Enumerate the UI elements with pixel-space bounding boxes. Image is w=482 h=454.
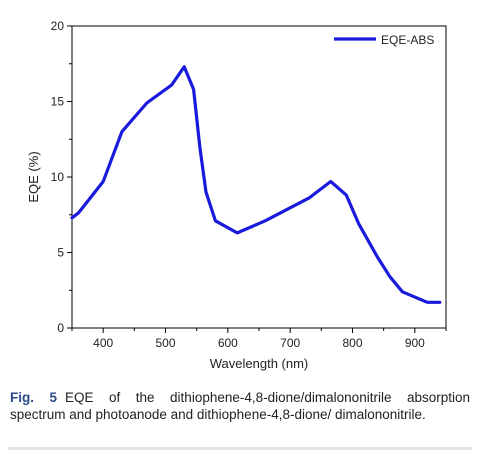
x-tick-label: 800: [342, 336, 362, 350]
y-tick-label: 15: [51, 95, 65, 109]
plot-area: 400 500 600 700 800 900 0 5 10 15 20: [51, 19, 447, 350]
caption-divider: [8, 447, 472, 450]
y-tick-label: 0: [57, 321, 64, 335]
x-tick-label: 600: [218, 336, 238, 350]
figure-caption-text: EQE of the dithiophene-4,8-dione/dimalon…: [10, 390, 470, 422]
x-tick-label: 900: [405, 336, 425, 350]
x-tick-label: 400: [93, 336, 113, 350]
figure-caption: Fig. 5 EQE of the dithiophene-4,8-dione/d…: [10, 389, 470, 423]
x-tick-label: 700: [280, 336, 300, 350]
y-axis-title: EQE (%): [26, 151, 41, 202]
legend: EQE-ABS: [334, 33, 434, 47]
y-tick-label: 10: [51, 170, 65, 184]
legend-label: EQE-ABS: [381, 33, 434, 47]
y-tick-label: 20: [51, 19, 65, 33]
x-axis-title: Wavelength (nm): [210, 356, 309, 371]
figure-label: Fig. 5: [10, 390, 58, 405]
series-line-eqe-abs: [70, 65, 442, 304]
eqe-chart: 400 500 600 700 800 900 0 5 10 15 20 EQE (%) Wavel…: [26, 19, 447, 371]
y-tick-label: 5: [57, 246, 64, 260]
x-tick-label: 500: [155, 336, 175, 350]
plot-frame: [71, 25, 447, 329]
